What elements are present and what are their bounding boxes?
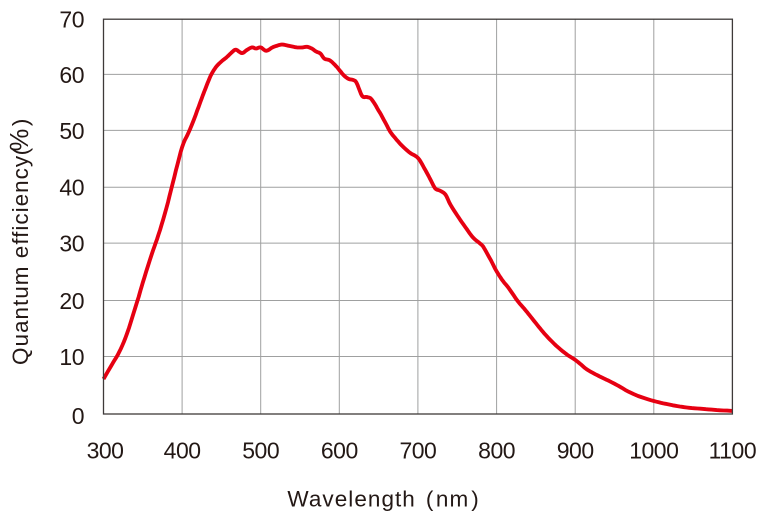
svg-text:Quantum efficiency(%): Quantum efficiency(%) [6, 118, 34, 365]
svg-text:700: 700 [399, 437, 436, 463]
svg-text:800: 800 [478, 437, 515, 463]
svg-text:300: 300 [87, 437, 124, 463]
svg-text:30: 30 [59, 231, 84, 257]
svg-text:Wavelength(nm): Wavelength (nm) [287, 487, 479, 512]
svg-text:1000: 1000 [629, 437, 678, 463]
svg-text:40: 40 [59, 175, 84, 201]
svg-text:900: 900 [557, 437, 594, 463]
svg-text:1100: 1100 [709, 437, 756, 463]
svg-text:70: 70 [59, 7, 84, 33]
svg-text:10: 10 [59, 344, 84, 370]
svg-text:600: 600 [321, 437, 358, 463]
svg-text:500: 500 [242, 437, 279, 463]
svg-text:60: 60 [59, 62, 84, 88]
svg-text:50: 50 [59, 118, 84, 144]
svg-text:20: 20 [59, 288, 84, 314]
svg-text:400: 400 [164, 437, 201, 463]
svg-text:0: 0 [72, 403, 84, 429]
